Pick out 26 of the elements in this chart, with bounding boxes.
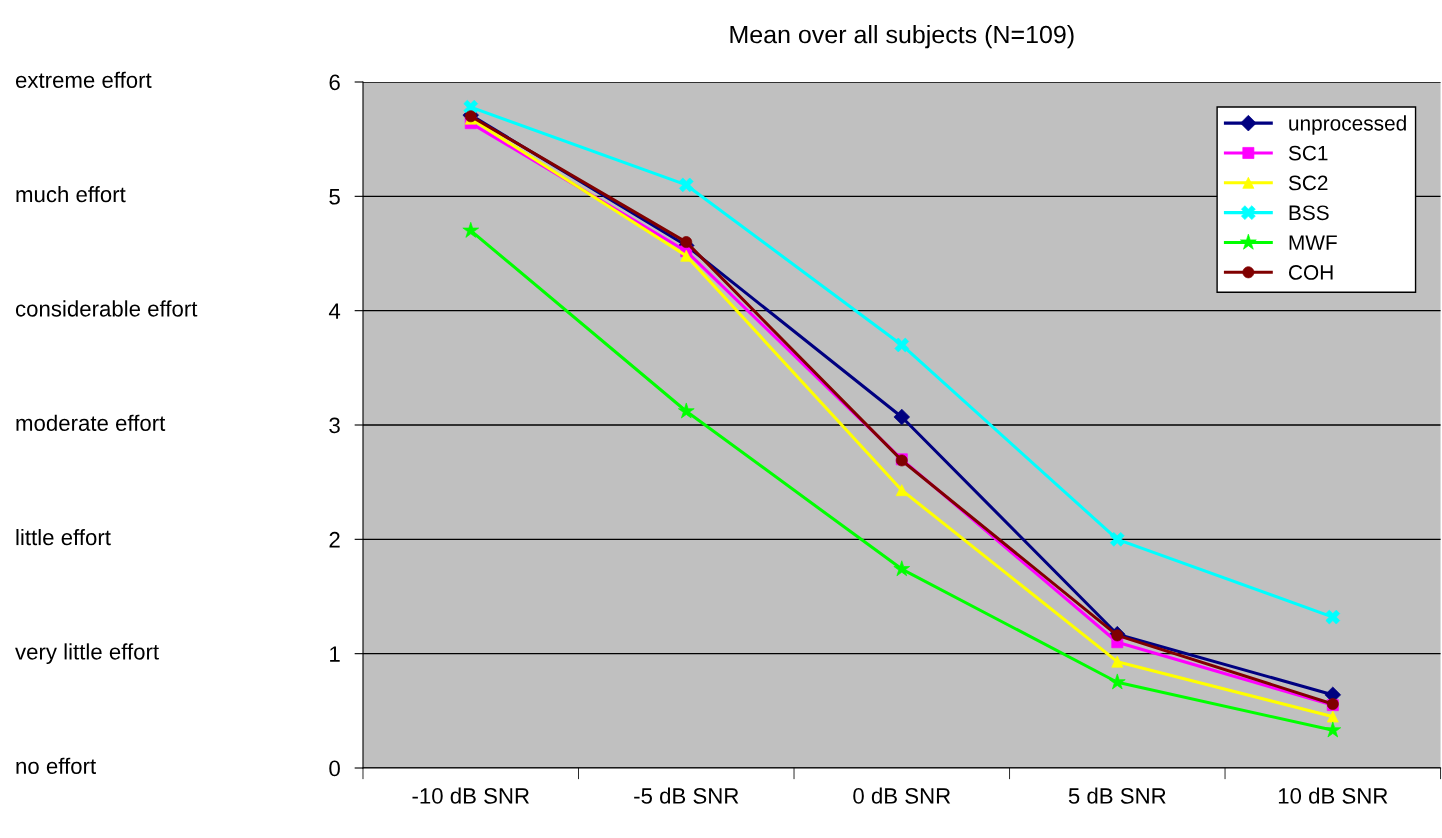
text: very little effort (15, 643, 159, 665)
text: little effort (16, 528, 111, 546)
x-tick-label: -5 dB SNR (634, 787, 739, 804)
text: moderate effort (16, 414, 166, 431)
y-tick-label: 3 (329, 417, 340, 434)
legend-label: COH (1289, 265, 1333, 280)
x-tick-label: 5 dB SNR (1068, 787, 1166, 804)
legend-label: SC2 (1288, 175, 1328, 191)
x-tick-label: 10 dB SNR (1278, 787, 1388, 804)
legend-label: unprocessed (1289, 115, 1406, 135)
text: extreme effort (15, 71, 152, 88)
y-tick-label: 6 (329, 74, 340, 91)
y-tick-label: 4 (328, 303, 341, 319)
y-tick-label: 5 (329, 189, 340, 205)
text: considerable effort (15, 300, 198, 317)
y-tick-label: 0 (329, 760, 340, 777)
legend-label: SC1 (1288, 145, 1328, 161)
legend-label: BSS (1289, 205, 1329, 221)
text: much effort (16, 185, 126, 203)
text: no effort (16, 757, 96, 774)
chart-title: Mean over all subjects (N=109) (730, 24, 1074, 49)
x-tick-label: 0 dB SNR (853, 787, 951, 804)
legend-label: MWF (1289, 235, 1337, 250)
y-tick-label: 1 (330, 646, 340, 662)
x-tick-label: -10 dB SNR (412, 787, 530, 804)
y-tick-label: 2 (329, 531, 340, 548)
